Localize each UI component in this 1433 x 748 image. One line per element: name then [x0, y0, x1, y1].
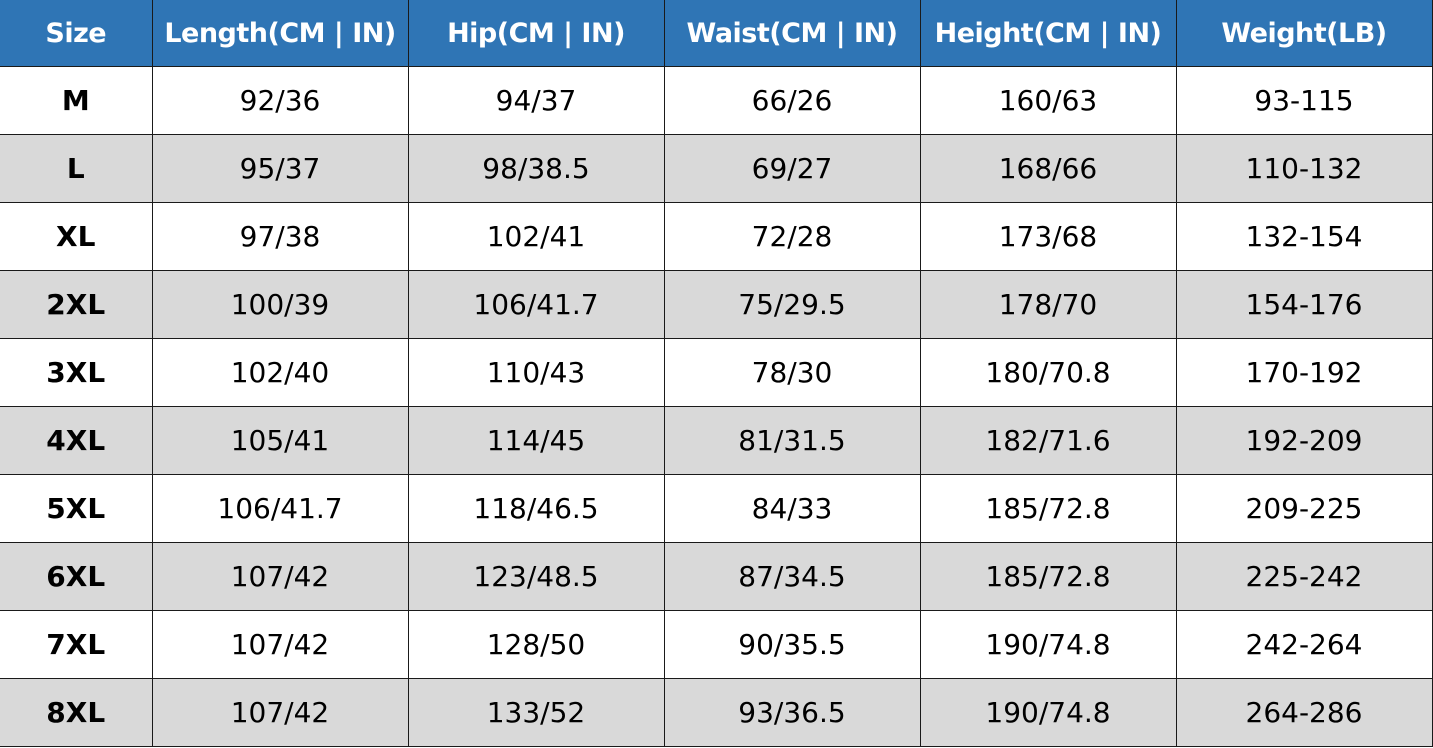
- table-row: 7XL 107/42 128/50 90/35.5 190/74.8 242-264: [0, 610, 1433, 679]
- size-cell: 8XL: [0, 678, 153, 747]
- value-cell: 168/66: [919, 134, 1177, 203]
- value-cell: 92/36: [151, 66, 409, 135]
- value-cell: 75/29.5: [663, 270, 921, 339]
- value-cell: 98/38.5: [407, 134, 665, 203]
- column-header: Height(CM | IN): [919, 0, 1177, 67]
- table-row: 8XL 107/42 133/52 93/36.5 190/74.8 264-286: [0, 678, 1433, 747]
- value-cell: 90/35.5: [663, 610, 921, 679]
- size-cell: XL: [0, 202, 153, 271]
- column-header: Weight(LB): [1175, 0, 1433, 67]
- value-cell: 95/37: [151, 134, 409, 203]
- column-header: Length(CM | IN): [151, 0, 409, 67]
- value-cell: 102/40: [151, 338, 409, 407]
- value-cell: 110/43: [407, 338, 665, 407]
- value-cell: 81/31.5: [663, 406, 921, 475]
- size-cell: 5XL: [0, 474, 153, 543]
- value-cell: 84/33: [663, 474, 921, 543]
- value-cell: 97/38: [151, 202, 409, 271]
- size-cell: M: [0, 66, 153, 135]
- value-cell: 242-264: [1175, 610, 1433, 679]
- value-cell: 160/63: [919, 66, 1177, 135]
- value-cell: 170-192: [1175, 338, 1433, 407]
- value-cell: 190/74.8: [919, 610, 1177, 679]
- table-row: 2XL 100/39 106/41.7 75/29.5 178/70 154-176: [0, 270, 1433, 339]
- value-cell: 93/36.5: [663, 678, 921, 747]
- table-row: 6XL 107/42 123/48.5 87/34.5 185/72.8 225-242: [0, 542, 1433, 611]
- value-cell: 173/68: [919, 202, 1177, 271]
- value-cell: 94/37: [407, 66, 665, 135]
- value-cell: 102/41: [407, 202, 665, 271]
- value-cell: 128/50: [407, 610, 665, 679]
- value-cell: 87/34.5: [663, 542, 921, 611]
- value-cell: 78/30: [663, 338, 921, 407]
- column-header: Hip(CM | IN): [407, 0, 665, 67]
- value-cell: 106/41.7: [407, 270, 665, 339]
- table-row: 5XL 106/41.7 118/46.5 84/33 185/72.8 209-225: [0, 474, 1433, 543]
- value-cell: 180/70.8: [919, 338, 1177, 407]
- value-cell: 106/41.7: [151, 474, 409, 543]
- value-cell: 105/41: [151, 406, 409, 475]
- value-cell: 66/26: [663, 66, 921, 135]
- value-cell: 182/71.6: [919, 406, 1177, 475]
- value-cell: 107/42: [151, 542, 409, 611]
- value-cell: 264-286: [1175, 678, 1433, 747]
- size-cell: 2XL: [0, 270, 153, 339]
- table-row: L 95/37 98/38.5 69/27 168/66 110-132: [0, 134, 1433, 203]
- size-cell: 4XL: [0, 406, 153, 475]
- value-cell: 178/70: [919, 270, 1177, 339]
- value-cell: 69/27: [663, 134, 921, 203]
- size-cell: 6XL: [0, 542, 153, 611]
- column-header: Waist(CM | IN): [663, 0, 921, 67]
- value-cell: 72/28: [663, 202, 921, 271]
- value-cell: 107/42: [151, 678, 409, 747]
- value-cell: 133/52: [407, 678, 665, 747]
- value-cell: 192-209: [1175, 406, 1433, 475]
- value-cell: 209-225: [1175, 474, 1433, 543]
- table-row: M 92/36 94/37 66/26 160/63 93-115: [0, 66, 1433, 135]
- value-cell: 185/72.8: [919, 474, 1177, 543]
- value-cell: 190/74.8: [919, 678, 1177, 747]
- size-cell: 7XL: [0, 610, 153, 679]
- value-cell: 118/46.5: [407, 474, 665, 543]
- table-row: 3XL 102/40 110/43 78/30 180/70.8 170-192: [0, 338, 1433, 407]
- column-header: Size: [0, 0, 153, 67]
- value-cell: 93-115: [1175, 66, 1433, 135]
- value-cell: 154-176: [1175, 270, 1433, 339]
- value-cell: 225-242: [1175, 542, 1433, 611]
- value-cell: 107/42: [151, 610, 409, 679]
- value-cell: 114/45: [407, 406, 665, 475]
- value-cell: 110-132: [1175, 134, 1433, 203]
- value-cell: 132-154: [1175, 202, 1433, 271]
- size-cell: L: [0, 134, 153, 203]
- table-row: XL 97/38 102/41 72/28 173/68 132-154: [0, 202, 1433, 271]
- value-cell: 100/39: [151, 270, 409, 339]
- table-row: 4XL 105/41 114/45 81/31.5 182/71.6 192-209: [0, 406, 1433, 475]
- header-row: Size Length(CM | IN) Hip(CM | IN) Waist(CM …: [0, 0, 1433, 67]
- value-cell: 123/48.5: [407, 542, 665, 611]
- value-cell: 185/72.8: [919, 542, 1177, 611]
- size-cell: 3XL: [0, 338, 153, 407]
